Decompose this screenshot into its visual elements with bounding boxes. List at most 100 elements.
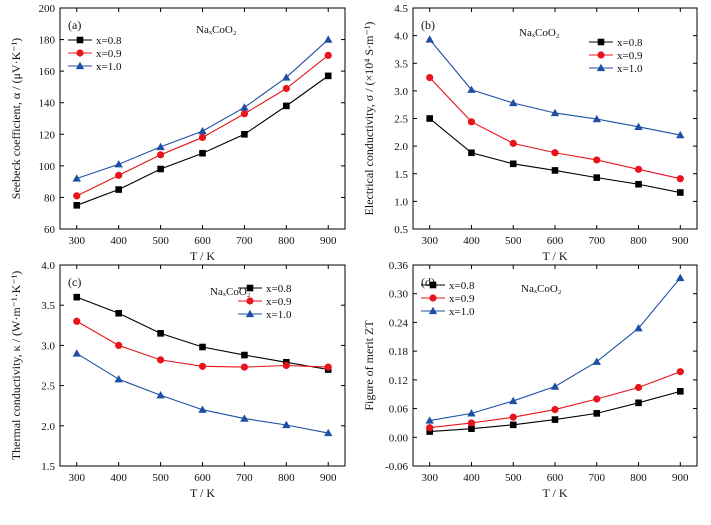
legend: x=0.8x=0.9x=1.0 <box>238 283 292 321</box>
data-point <box>426 428 434 435</box>
legend-marker <box>596 63 606 72</box>
chart-panel-2: 0.5 1.0 1.5 2.0 2.5 3.0 3.5 4.0 4.5 300 400 500 600 7… <box>362 3 698 263</box>
x-tick-label: 500 <box>152 472 169 484</box>
y-tick-label: 3.0 <box>394 86 408 98</box>
x-tick-label: 700 <box>236 235 253 247</box>
data-point <box>634 122 643 130</box>
data-point <box>509 396 518 405</box>
data-point <box>676 388 684 395</box>
y-tick-label: 1.0 <box>394 196 408 208</box>
y-tick-label: 180 <box>39 35 56 47</box>
data-point <box>282 84 290 93</box>
legend-label: x=0.8 <box>617 37 643 49</box>
legend: x=0.8x=0.9x=1.0 <box>421 280 475 318</box>
y-tick-label: 60 <box>44 224 56 236</box>
data-point <box>509 413 517 421</box>
x-tick-label: 500 <box>152 235 169 247</box>
y-tick-label: 0.18 <box>389 346 409 358</box>
data-point <box>676 130 685 139</box>
data-point <box>198 362 207 370</box>
data-point <box>425 35 434 43</box>
data-point <box>592 357 601 365</box>
data-point <box>198 405 207 413</box>
data-point <box>114 374 123 383</box>
data-point <box>467 419 476 427</box>
y-tick-label: 3.5 <box>394 58 408 70</box>
data-point <box>241 130 248 138</box>
y-tick-label: 3.5 <box>41 300 55 312</box>
x-tick-label: 800 <box>630 472 647 484</box>
x-tick-label: 900 <box>320 472 337 484</box>
data-point <box>593 410 601 417</box>
y-tick-label: 120 <box>39 129 56 141</box>
data-point <box>676 189 684 196</box>
x-tick-label: 800 <box>278 235 295 247</box>
y-tick-label: 3.0 <box>41 340 55 352</box>
x-tick-label: 400 <box>463 235 480 247</box>
y-tick-label: -0.06 <box>385 461 408 473</box>
data-point <box>426 115 434 122</box>
data-point <box>509 160 517 168</box>
data-point <box>198 133 207 142</box>
x-tick-label: 800 <box>630 235 647 247</box>
data-point <box>282 420 291 429</box>
x-tick-label: 900 <box>672 235 689 247</box>
data-point <box>324 72 332 80</box>
series-line-1 <box>76 296 329 371</box>
y-tick-label: 100 <box>39 161 56 173</box>
data-point <box>550 108 560 117</box>
data-point <box>115 341 123 349</box>
data-point <box>676 273 685 282</box>
legend-label: x=0.8 <box>266 283 292 295</box>
data-point <box>199 149 206 157</box>
y-tick-label: 2.5 <box>394 114 408 126</box>
x-tick-label: 900 <box>320 235 337 247</box>
data-point <box>115 309 122 317</box>
legend-marker <box>76 49 84 57</box>
data-point <box>676 175 684 183</box>
data-point <box>467 118 476 126</box>
panel-label: (a) <box>68 18 81 32</box>
data-point <box>282 73 291 81</box>
data-point <box>324 363 332 371</box>
data-point <box>283 102 290 110</box>
data-point <box>324 35 333 43</box>
data-point <box>468 149 475 157</box>
data-point <box>593 174 601 181</box>
y-tick-label: 0.06 <box>389 404 409 416</box>
x-tick-label: 500 <box>505 472 522 484</box>
data-point <box>593 156 601 164</box>
x-axis-title: T / K <box>190 249 215 263</box>
data-point <box>73 293 81 301</box>
legend-label: x=1.0 <box>449 306 475 318</box>
y-tick-label: 4.0 <box>394 31 408 43</box>
data-point <box>592 114 601 123</box>
legend-marker <box>597 38 605 46</box>
y-tick-label: 0.5 <box>394 224 408 236</box>
x-tick-label: 600 <box>547 235 564 247</box>
data-point <box>676 368 684 376</box>
data-point <box>72 174 81 182</box>
data-point <box>199 343 206 351</box>
plot-frame <box>412 7 698 230</box>
x-tick-label: 400 <box>110 235 127 247</box>
data-point <box>73 202 81 209</box>
legend-label: x=1.0 <box>617 63 643 75</box>
legend-label: x=1.0 <box>266 309 292 321</box>
legend-marker <box>429 281 437 289</box>
data-point <box>551 149 559 157</box>
x-tick-label: 600 <box>194 235 211 247</box>
y-tick-label: 2.5 <box>41 381 55 393</box>
y-tick-label: 0.36 <box>389 260 409 272</box>
data-point <box>551 405 559 414</box>
y-tick-label: 0.24 <box>389 317 409 329</box>
x-tick-label: 800 <box>278 472 295 484</box>
data-point <box>73 192 81 200</box>
y-tick-label: 160 <box>39 66 56 78</box>
chart-panel-3: 1.5 2.0 2.5 3.0 3.5 4.0 300 400 500 600 700 800 900 T… <box>9 260 346 500</box>
data-point <box>634 383 643 392</box>
y-tick-label: 4.0 <box>41 260 55 272</box>
legend-label: x=0.9 <box>617 50 643 62</box>
legend-marker <box>75 61 85 70</box>
data-point <box>156 142 165 151</box>
